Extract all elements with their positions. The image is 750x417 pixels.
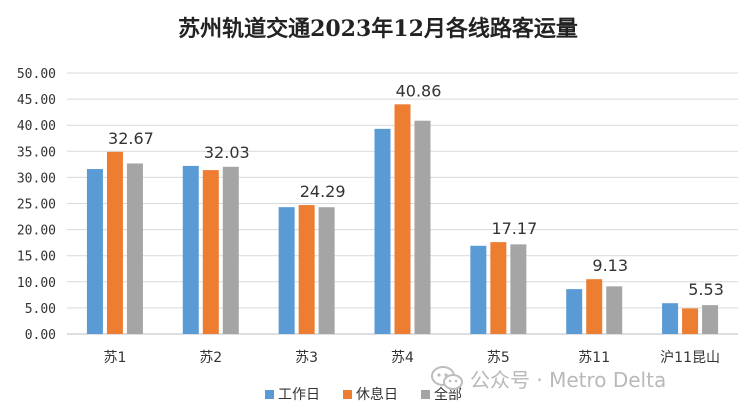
- legend-label: 工作日: [278, 387, 320, 403]
- bar: [222, 166, 239, 334]
- data-label: 32.03: [204, 143, 250, 162]
- y-tick-label: 0.00: [25, 328, 56, 343]
- bar: [298, 205, 315, 334]
- bar: [682, 308, 699, 334]
- bar: [374, 128, 391, 334]
- data-label: 17.17: [491, 219, 537, 238]
- data-label: 40.86: [396, 81, 442, 100]
- bar: [182, 165, 199, 334]
- legend-label: 全部: [434, 386, 462, 403]
- legend: 工作日 休息日 全部: [265, 386, 462, 403]
- bar: [566, 289, 583, 334]
- bar: [702, 305, 719, 334]
- bars: [86, 104, 719, 334]
- x-axis: 苏1 苏2 苏3 苏4 苏5 苏11 沪11昆山: [103, 350, 720, 366]
- bar: [318, 207, 335, 334]
- x-tick-label: 苏11: [578, 350, 610, 366]
- y-tick-label: 15.00: [17, 250, 56, 265]
- bar: [470, 245, 487, 334]
- x-tick-label: 苏5: [487, 350, 510, 366]
- bar: [490, 242, 507, 334]
- data-label: 9.13: [592, 256, 628, 275]
- y-tick-label: 45.00: [17, 93, 56, 108]
- x-tick-label: 沪11昆山: [660, 350, 720, 366]
- legend-swatch: [265, 390, 274, 399]
- y-tick-label: 20.00: [17, 224, 56, 239]
- chart-title: 苏州轨道交通2023年12月各线路客运量: [178, 16, 578, 42]
- x-tick-label: 苏3: [295, 350, 318, 366]
- bar: [510, 244, 527, 334]
- watermark: 公众号 · Metro Delta: [430, 364, 666, 392]
- bar: [202, 170, 219, 334]
- bar: [278, 207, 295, 334]
- data-label: 24.29: [300, 182, 346, 201]
- bar: [606, 286, 623, 334]
- y-tick-label: 30.00: [17, 171, 56, 186]
- legend-swatch: [343, 390, 352, 399]
- wechat-icon: [431, 366, 463, 390]
- y-tick-label: 5.00: [25, 302, 56, 317]
- data-label: 5.53: [688, 280, 724, 299]
- bar: [394, 104, 411, 334]
- legend-swatch: [421, 390, 430, 399]
- y-tick-label: 40.00: [17, 119, 56, 134]
- bar: [126, 163, 143, 334]
- y-tick-label: 10.00: [17, 276, 56, 291]
- y-tick-label: 50.00: [17, 67, 56, 82]
- y-axis: 0.00 5.00 10.00 15.00 20.00 25.00 30.00 35.00 40…: [17, 67, 56, 343]
- bar: [662, 303, 679, 334]
- y-tick-label: 25.00: [17, 198, 56, 213]
- bar: [86, 169, 103, 334]
- watermark-text: 公众号 · Metro Delta: [470, 367, 667, 392]
- y-tick-label: 35.00: [17, 145, 56, 160]
- data-label: 32.67: [108, 129, 154, 148]
- x-tick-label: 苏2: [199, 350, 222, 366]
- data-labels: 32.67 32.03 24.29 40.86 17.17 9.13 5.53: [108, 81, 724, 299]
- bar: [106, 151, 123, 334]
- x-tick-label: 苏4: [391, 350, 414, 366]
- x-tick-label: 苏1: [103, 350, 126, 366]
- legend-label: 休息日: [356, 386, 398, 403]
- bar: [414, 120, 431, 334]
- bar: [586, 279, 603, 334]
